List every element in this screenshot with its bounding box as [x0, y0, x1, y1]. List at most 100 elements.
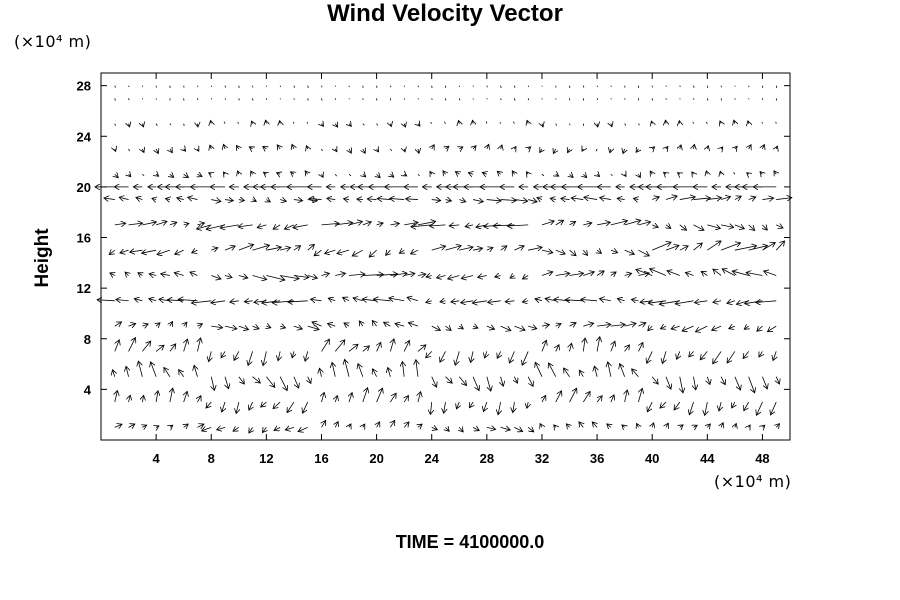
wind-vector	[348, 173, 352, 177]
wind-vector	[156, 149, 158, 154]
wind-vector	[257, 225, 267, 228]
wind-vector	[555, 123, 557, 126]
wind-vector	[756, 401, 763, 415]
wind-vector	[666, 146, 668, 148]
wind-vector	[334, 340, 345, 352]
wind-vector	[142, 324, 148, 326]
wind-vector	[775, 85, 778, 88]
wind-vector	[363, 174, 366, 177]
wind-vector	[445, 200, 452, 201]
wind-vector	[487, 144, 489, 149]
wind-vector	[408, 323, 419, 327]
wind-vector	[184, 149, 186, 151]
wind-vector	[238, 326, 249, 329]
wind-vector	[197, 85, 199, 87]
wind-vector	[155, 345, 164, 352]
wind-vector	[238, 275, 248, 277]
wind-vector	[732, 401, 735, 408]
wind-vector	[638, 123, 640, 126]
wind-vector	[431, 427, 438, 429]
wind-vector	[97, 300, 115, 301]
wind-vector	[759, 351, 763, 357]
wind-vector	[625, 174, 626, 176]
wind-vector	[237, 171, 238, 174]
wind-vector	[115, 174, 118, 177]
y-tick-label: 12	[77, 281, 91, 296]
wind-vector	[266, 326, 270, 328]
wind-vector	[541, 173, 545, 177]
wind-vector	[384, 322, 391, 326]
wind-vector	[470, 351, 473, 362]
wind-vector	[550, 198, 556, 199]
wind-vector	[390, 85, 392, 88]
wind-vector	[638, 174, 640, 177]
wind-vector	[541, 272, 553, 276]
wind-vector	[358, 364, 364, 377]
wind-vector	[459, 326, 463, 329]
wind-vector	[775, 241, 784, 251]
wind-vector	[721, 376, 725, 385]
wind-vector	[610, 221, 628, 226]
x-tick-label: 16	[314, 451, 328, 466]
wind-vector	[386, 250, 391, 255]
wind-vector	[556, 324, 561, 327]
wind-vector	[377, 342, 381, 352]
wind-vector	[706, 98, 709, 101]
wind-vector	[211, 376, 214, 391]
wind-vector	[734, 120, 735, 123]
wind-vector	[541, 250, 553, 252]
wind-vector	[597, 222, 610, 225]
wind-vector	[597, 250, 601, 253]
x-tick-label: 36	[590, 451, 604, 466]
wind-vector	[321, 392, 324, 403]
wind-vector	[451, 301, 460, 302]
wind-vector	[473, 146, 476, 149]
wind-vector	[263, 172, 266, 174]
wind-vector	[349, 124, 351, 127]
wind-vector	[597, 396, 602, 403]
wind-vector	[522, 275, 529, 278]
wind-vector	[277, 173, 281, 175]
wind-vector	[418, 392, 421, 403]
wind-vector	[734, 246, 757, 251]
wind-vector	[369, 249, 377, 257]
wind-vector	[170, 174, 174, 177]
wind-vector	[114, 424, 122, 427]
wind-vector	[202, 427, 212, 430]
wind-vector	[224, 200, 233, 201]
wind-vector	[771, 401, 777, 415]
wind-vector	[624, 273, 632, 275]
wind-vector	[431, 200, 441, 201]
wind-vector	[210, 85, 213, 87]
wind-vector	[223, 172, 225, 174]
wind-vector	[459, 147, 463, 149]
wind-vector	[488, 301, 501, 303]
wind-vector	[128, 424, 135, 427]
wind-vector	[362, 388, 368, 403]
wind-vector	[767, 325, 777, 332]
wind-vector	[607, 424, 611, 427]
wind-vector	[266, 376, 274, 388]
wind-vector	[513, 401, 515, 413]
wind-vector	[610, 98, 612, 100]
wind-vector	[652, 147, 654, 149]
wind-vector	[665, 196, 677, 199]
wind-vector	[667, 271, 680, 276]
wind-vector	[596, 98, 599, 101]
wind-vector	[472, 248, 483, 250]
wind-vector	[622, 425, 625, 427]
wind-vector	[417, 85, 419, 88]
wind-vector	[253, 200, 257, 202]
x-unit-label: (×10⁴ m)	[714, 472, 792, 491]
wind-vector	[636, 149, 638, 152]
wind-vector	[440, 301, 446, 302]
wind-vector	[514, 427, 522, 431]
wind-vector	[705, 121, 708, 124]
wind-vector	[706, 85, 709, 89]
wind-vector	[461, 275, 474, 278]
wind-vector	[564, 368, 570, 377]
wind-vector	[376, 123, 378, 126]
wind-vector	[652, 197, 659, 200]
y-unit-label: (×10⁴ m)	[14, 32, 92, 51]
